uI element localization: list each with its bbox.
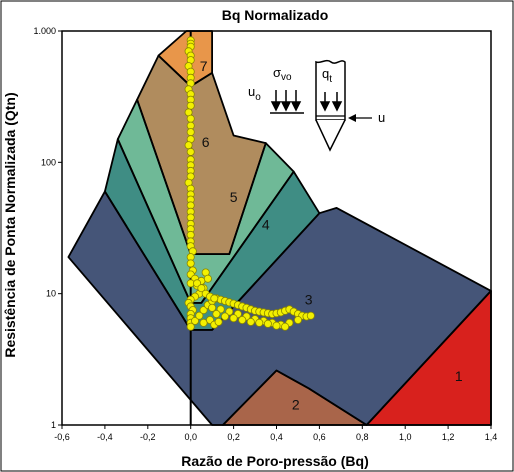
x-tick-label: 0,8 (356, 432, 369, 442)
pore-pressure-arrowhead (348, 114, 356, 122)
zone-label-7: 7 (200, 58, 208, 74)
x-tick-label: 0,6 (313, 432, 326, 442)
sigma-label: σvo (273, 65, 292, 83)
data-point (306, 311, 315, 320)
qt-arrows (319, 92, 343, 112)
chart-title: Bq Normalizado (222, 7, 329, 23)
x-tick-label: 0,4 (270, 432, 283, 442)
zone-label-1: 1 (455, 368, 463, 384)
data-point (293, 315, 302, 324)
cone-inset: σvo uo qt u (248, 59, 385, 152)
data-point (199, 306, 208, 315)
zone-6 (137, 55, 266, 255)
data-point (220, 312, 229, 321)
data-point (195, 311, 204, 320)
data-point (246, 317, 255, 326)
data-point (186, 259, 195, 268)
cone-tip (315, 119, 346, 152)
qt-label: qt (322, 66, 332, 85)
x-tick-label: 1,2 (442, 432, 455, 442)
y-tick-label: 1.000 (33, 26, 56, 36)
data-point (210, 294, 219, 303)
u-label: u (378, 110, 385, 125)
data-point (281, 322, 290, 331)
y-tick-label: 100 (41, 157, 56, 167)
zone-7-boundary (157, 30, 214, 88)
y-tick-label: 1 (51, 420, 56, 430)
x-tick-label: 1,4 (485, 432, 498, 442)
data-point (238, 315, 247, 324)
data-point (186, 101, 195, 110)
zone-label-5: 5 (230, 189, 238, 205)
data-point (229, 314, 238, 323)
data-point (190, 316, 199, 325)
zone-3 (68, 191, 492, 425)
zone-label-6: 6 (202, 134, 210, 150)
data-points (184, 36, 315, 331)
zone-label-layer: 1 2 3 4 5 6 7 (200, 58, 463, 413)
data-point (272, 321, 281, 330)
u0-label: uo (248, 84, 261, 103)
data-point (184, 141, 193, 150)
data-point (212, 309, 221, 318)
data-point (263, 319, 272, 328)
data-point (208, 303, 217, 312)
zone-4 (104, 139, 320, 330)
data-point (186, 322, 195, 331)
data-point (186, 147, 195, 156)
cone-rod (315, 59, 346, 121)
y-axis-ticks: 1 10 100 1.000 (33, 26, 62, 430)
x-tick-label: 1,0 (399, 432, 412, 442)
data-point (214, 317, 223, 326)
zone-2 (222, 370, 367, 425)
data-point (255, 318, 264, 327)
x-tick-label: 0,2 (227, 432, 240, 442)
zone-5 (117, 99, 294, 303)
x-tick-label: -0,4 (97, 432, 113, 442)
data-point (186, 114, 195, 123)
y-axis-label: Resistência de Ponta Normalizada (Qtn) (2, 92, 18, 357)
x-axis-label: Razão de Poro-pressão (Bq) (181, 453, 368, 469)
sigma-arrows (270, 90, 302, 112)
zone-label-4: 4 (262, 216, 270, 232)
zone-label-2: 2 (292, 397, 300, 413)
data-point (186, 128, 195, 137)
data-point (197, 284, 206, 293)
data-point (203, 274, 212, 283)
x-axis-ticks: -0,6 -0,4 -0,2 0,0 0,2 0,4 0,6 0,8 1,0 1,2 1,4 (54, 425, 497, 442)
x-tick-label: 0,0 (184, 432, 197, 442)
zone-label-3: 3 (305, 292, 313, 308)
y-tick-label: 10 (46, 289, 56, 299)
x-tick-label: -0,6 (54, 432, 70, 442)
x-tick-label: -0,2 (140, 432, 156, 442)
